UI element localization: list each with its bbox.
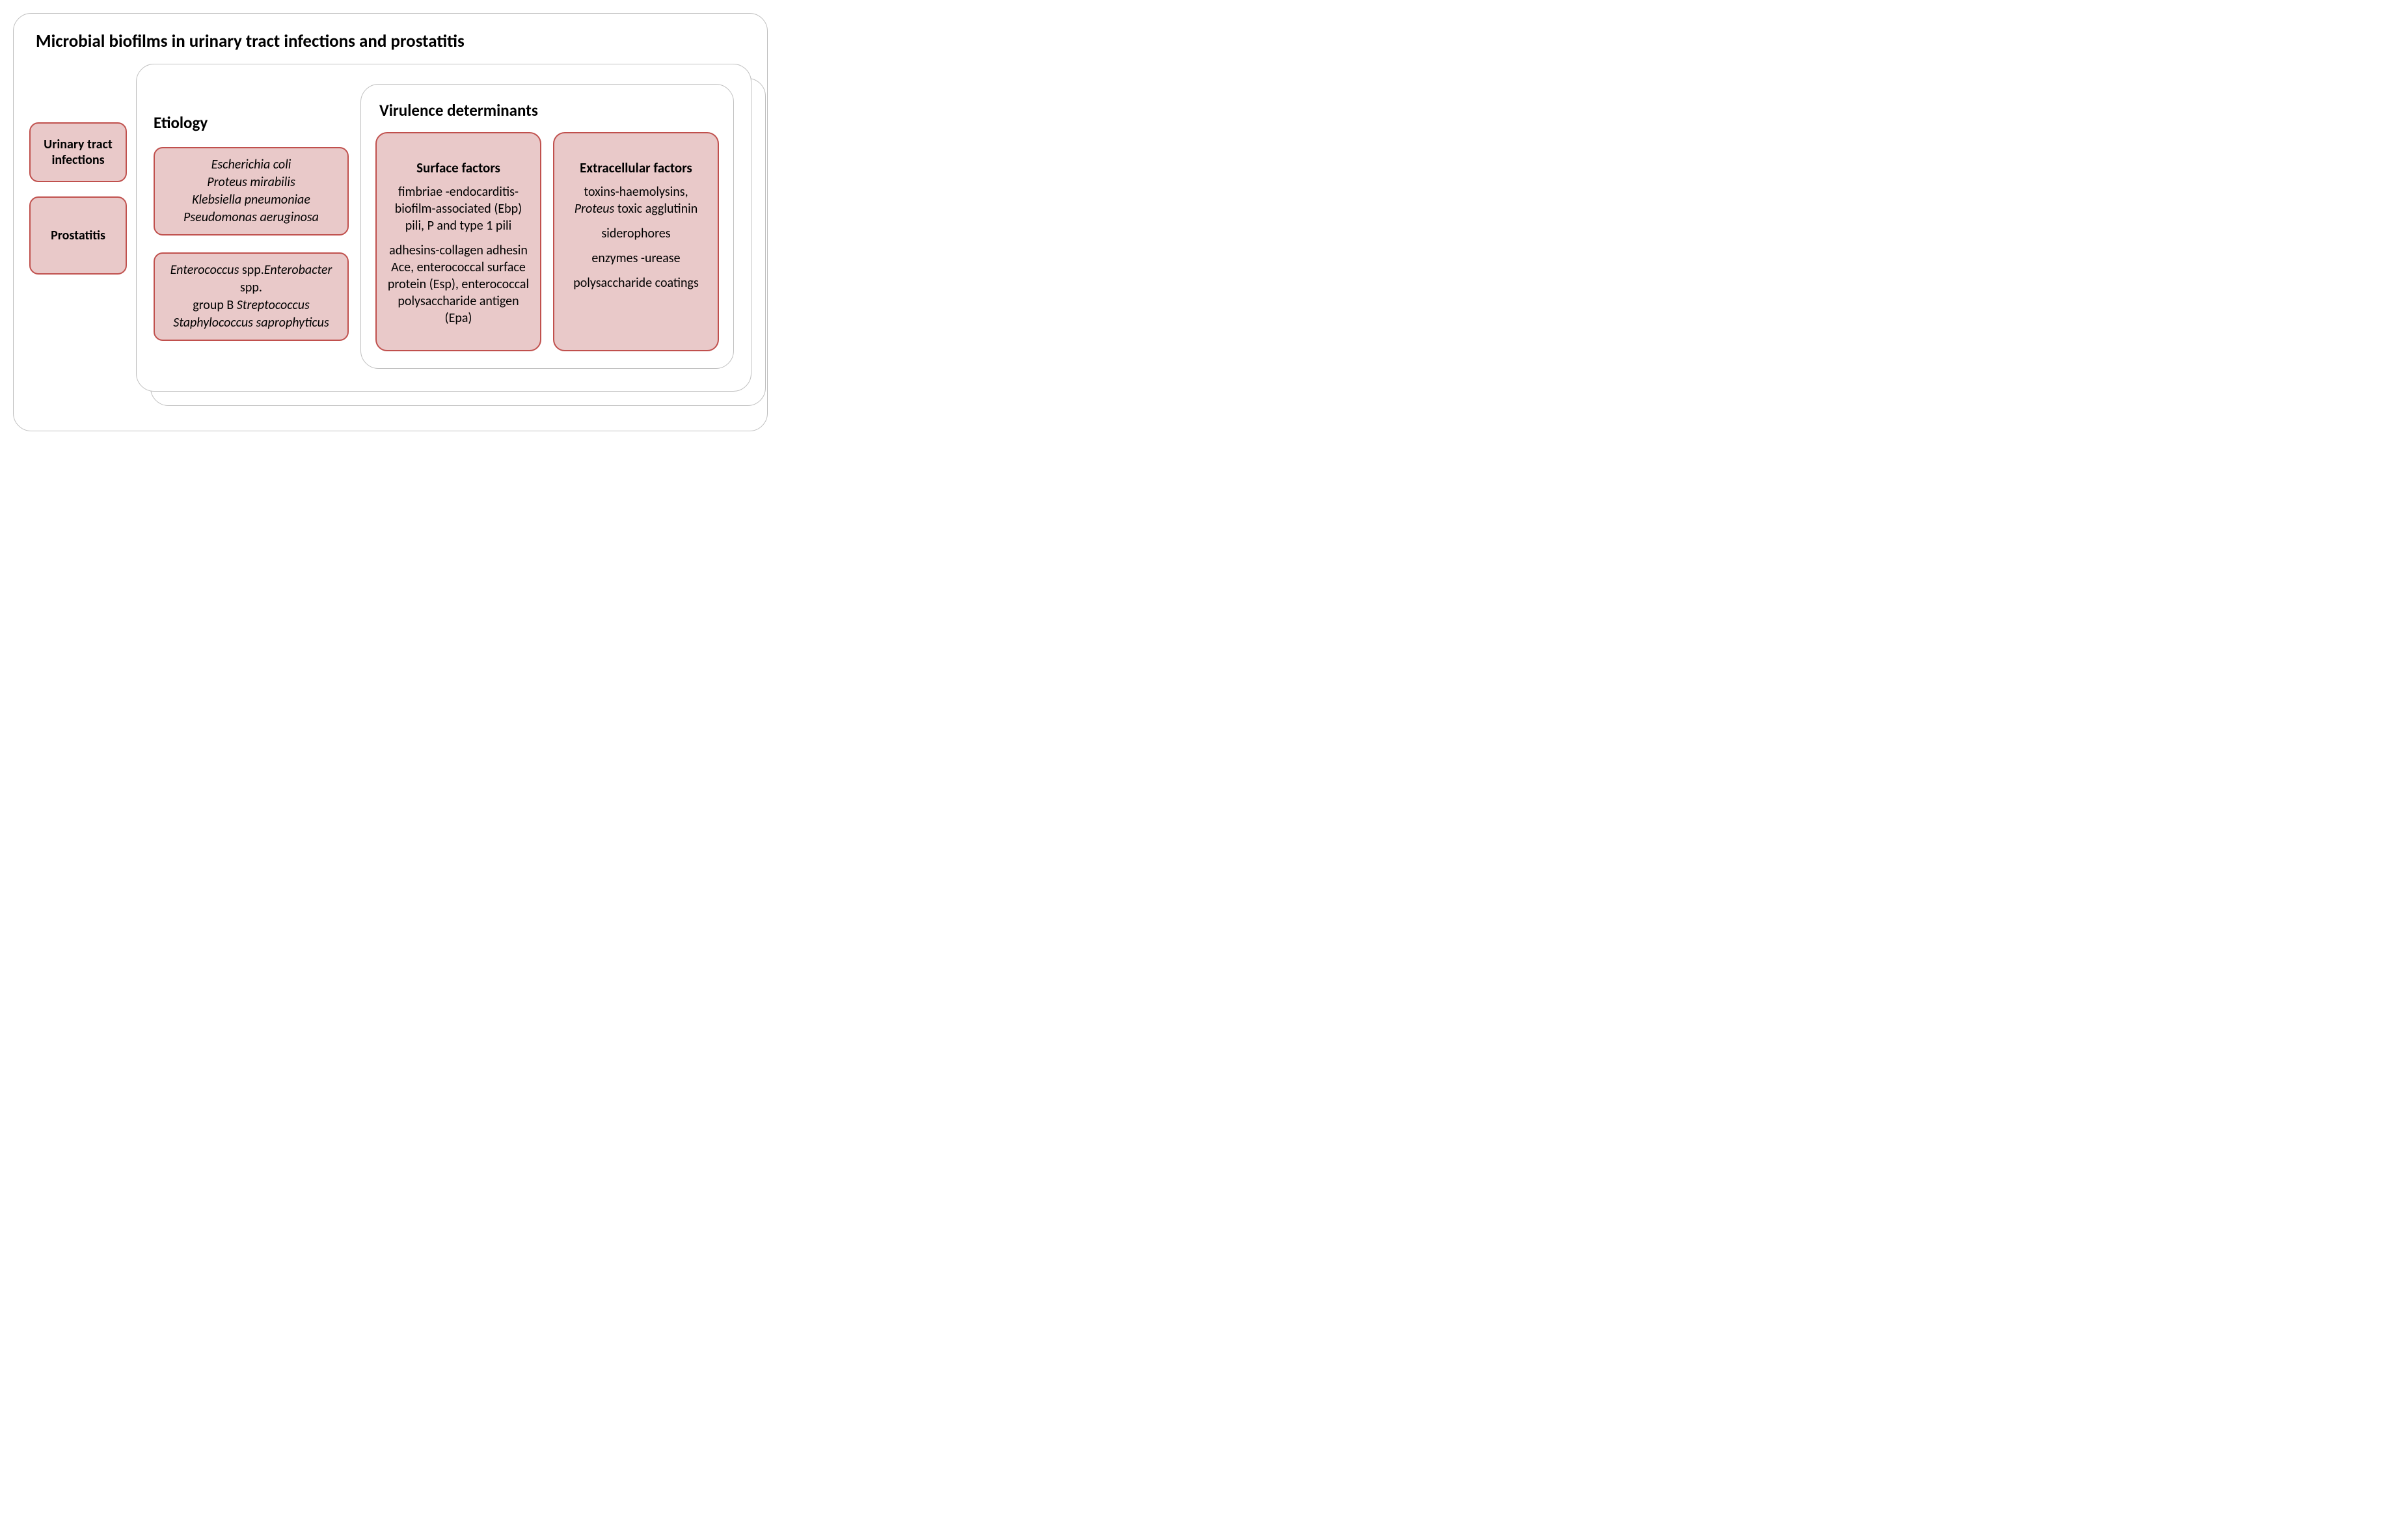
genus-italic: Enterococcus [170, 262, 239, 278]
etiology-group-2: Enterococcus spp.Enterobacter spp. group… [154, 252, 349, 341]
surface-item: fimbriae -endocarditis-biofilm-associate… [387, 183, 530, 234]
etiology-heading: Etiology [154, 113, 349, 133]
body-row: Urinary tract infections Prostatitis Eti… [29, 64, 751, 392]
extracellular-factors-title: Extracellular factors [565, 159, 707, 177]
species-line: group B Streptococcus [161, 297, 341, 314]
species-line: Pseudomonas aeruginosa [161, 209, 341, 226]
virulence-panel: Virulence determinants Surface factors f… [360, 84, 734, 369]
etiology-panel: Etiology Escherichia coli Proteus mirabi… [136, 64, 751, 392]
species-line: Proteus mirabilis [161, 174, 341, 191]
genus-italic: Streptococcus [237, 297, 310, 313]
left-column: Urinary tract infections Prostatitis [29, 64, 127, 392]
species-line: Enterococcus spp.Enterobacter spp. [161, 262, 341, 297]
etiology-group-1: Escherichia coli Proteus mirabilis Klebs… [154, 147, 349, 235]
species-line: Staphylococcus saprophyticus [161, 314, 341, 332]
species-line: Klebsiella pneumoniae [161, 191, 341, 209]
extracellular-factors-box: Extracellular factors toxins-haemolysins… [553, 132, 719, 351]
outer-panel: Microbial biofilms in urinary tract infe… [13, 13, 768, 431]
etiology-left-column: Etiology Escherichia coli Proteus mirabi… [154, 84, 349, 369]
etiology-shadow: Etiology Escherichia coli Proteus mirabi… [136, 64, 751, 392]
spp-text: spp. [240, 280, 262, 295]
tag-uti: Urinary tract infections [29, 122, 127, 182]
spp-text: spp. [239, 262, 264, 278]
extracellular-item: siderophores [565, 225, 707, 242]
virulence-heading: Virulence determinants [379, 100, 719, 120]
toxins-suffix: toxic agglutinin [614, 201, 697, 217]
tag-prostatitis: Prostatitis [29, 196, 127, 275]
extracellular-item: toxins-haemolysins, Proteus toxic agglut… [565, 183, 707, 217]
species-line: Escherichia coli [161, 156, 341, 174]
page-title: Microbial biofilms in urinary tract infe… [36, 31, 751, 52]
extracellular-item: enzymes -urease [565, 250, 707, 267]
extracellular-item: polysaccharide coatings [565, 275, 707, 291]
toxins-prefix: toxins-haemolysins, [584, 184, 688, 200]
genus-italic: Enterobacter [264, 262, 332, 278]
surface-factors-title: Surface factors [387, 159, 530, 177]
surface-factors-box: Surface factors fimbriae -endocarditis-b… [375, 132, 541, 351]
virulence-columns: Surface factors fimbriae -endocarditis-b… [375, 132, 719, 351]
group-b-text: group B [193, 297, 237, 313]
surface-item: adhesins-collagen adhesin Ace, enterococ… [387, 242, 530, 327]
proteus-italic: Proteus [575, 201, 615, 217]
